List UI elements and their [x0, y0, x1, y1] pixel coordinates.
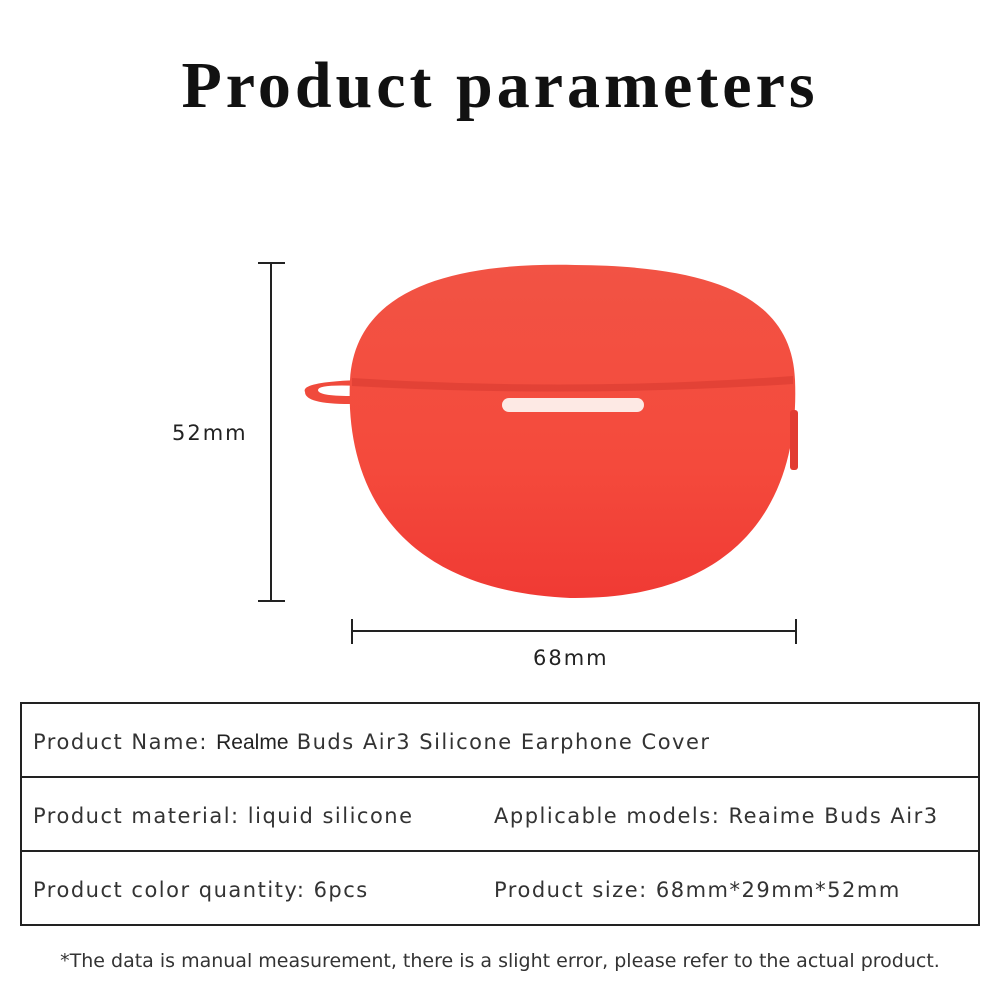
height-dimension-line: [258, 262, 285, 602]
product-illustration: [258, 262, 798, 644]
product-name-value: Buds Air3 Silicone Earphone Cover: [296, 730, 711, 754]
earphone-case: [304, 264, 798, 599]
page-title: Product parameters: [181, 49, 819, 122]
product-name-label: Product Name:: [33, 730, 208, 754]
product-color-quantity: Product color quantity: 6pcs: [33, 878, 369, 902]
product-name-cell: Product Name: Realme Buds Air3 Silicone …: [33, 730, 711, 755]
measurement-note: *The data is manual measurement, there i…: [60, 950, 940, 972]
applicable-models: Applicable models: Reaime Buds Air3: [494, 804, 939, 828]
table-row: Product color quantity: 6pcs Product siz…: [22, 852, 978, 924]
height-label: 52mm: [172, 421, 248, 445]
table-row: Product material: liquid silicone Applic…: [22, 778, 978, 852]
product-material: Product material: liquid silicone: [33, 804, 414, 828]
width-label: 68mm: [533, 646, 609, 670]
table-row: Product Name: Realme Buds Air3 Silicone …: [22, 704, 978, 778]
product-size: Product size: 68mm*29mm*52mm: [494, 878, 901, 902]
parameters-table: Product Name: Realme Buds Air3 Silicone …: [20, 702, 980, 926]
product-brand: Realme: [216, 731, 289, 754]
width-dimension-line: [351, 619, 797, 644]
